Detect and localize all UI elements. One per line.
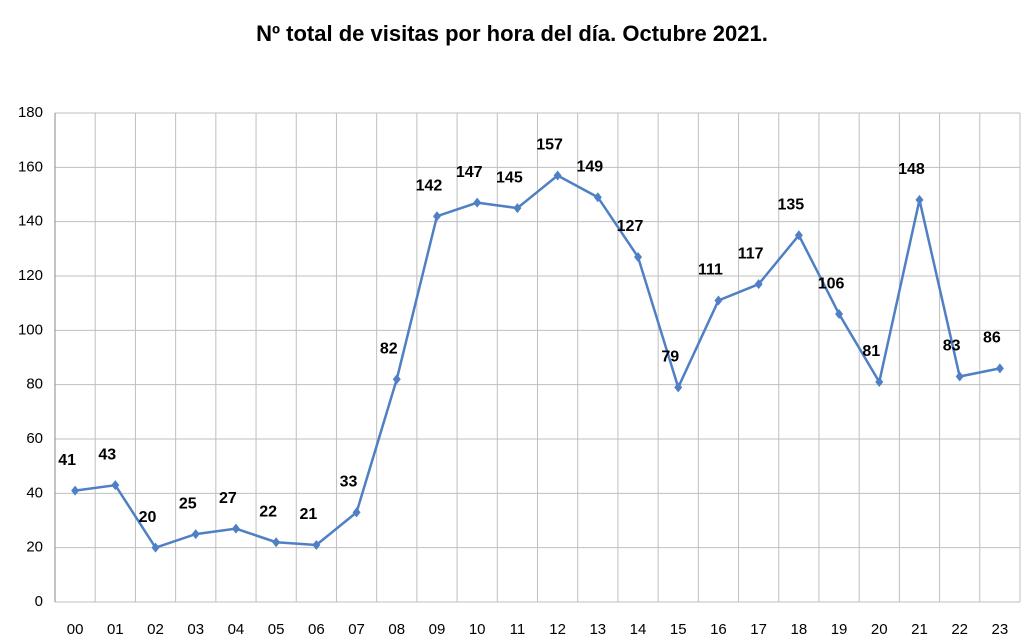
marker [111, 480, 120, 491]
chart-title: Nº total de visitas por hora del día. Oc… [256, 21, 768, 46]
data-label: 127 [617, 218, 644, 235]
data-label: 106 [818, 275, 845, 292]
x-tick-label: 23 [992, 621, 1009, 638]
y-tick-label: 160 [18, 158, 43, 175]
marker [553, 170, 562, 181]
x-tick-label: 04 [228, 621, 245, 638]
data-label: 135 [778, 196, 805, 213]
marker [352, 507, 361, 518]
marker [593, 192, 602, 203]
x-tick-label: 09 [429, 621, 446, 638]
x-tick-label: 01 [107, 621, 124, 638]
marker [955, 371, 964, 382]
data-label: 43 [98, 446, 116, 463]
data-label: 41 [58, 452, 76, 469]
data-label: 27 [219, 490, 237, 507]
data-label: 33 [340, 474, 358, 491]
x-tick-label: 07 [348, 621, 365, 638]
x-tick-label: 17 [750, 621, 767, 638]
data-label: 81 [862, 343, 880, 360]
y-tick-label: 40 [26, 484, 43, 501]
x-tick-label: 12 [549, 621, 566, 638]
y-tick-label: 180 [18, 104, 43, 121]
marker [272, 537, 281, 548]
data-label: 25 [179, 495, 197, 512]
marker [312, 539, 321, 550]
x-tick-label: 18 [791, 621, 808, 638]
x-tick-label: 19 [831, 621, 848, 638]
marker [714, 295, 723, 306]
marker [513, 203, 522, 214]
marker [634, 251, 643, 262]
marker [875, 376, 884, 387]
data-label: 79 [661, 349, 679, 366]
x-tick-label: 06 [308, 621, 325, 638]
line [74, 173, 1001, 550]
data-label: 157 [536, 137, 563, 154]
marker [151, 542, 160, 553]
x-tick-label: 02 [147, 621, 164, 638]
marker [995, 363, 1004, 374]
data-label: 83 [943, 338, 961, 355]
marker [392, 374, 401, 385]
x-tick-label: 13 [589, 621, 606, 638]
y-tick-label: 140 [18, 213, 43, 230]
x-tick-label: 21 [911, 621, 928, 638]
marker [473, 197, 482, 208]
x-tick-label: 03 [187, 621, 204, 638]
marker [191, 529, 200, 540]
data-label: 149 [576, 158, 603, 175]
data-label: 142 [416, 177, 443, 194]
y-tick-label: 80 [26, 376, 43, 393]
data-label: 82 [380, 340, 398, 357]
data-label: 86 [983, 330, 1001, 347]
data-label: 148 [898, 161, 925, 178]
data-label: 22 [259, 503, 277, 520]
x-tick-label: 05 [268, 621, 285, 638]
data-label: 21 [299, 506, 317, 523]
marker [835, 309, 844, 320]
x-tick-label: 14 [630, 621, 647, 638]
data-label: 117 [738, 245, 764, 262]
data-label: 111 [698, 262, 723, 279]
marker [915, 194, 924, 205]
data-label: 20 [139, 509, 157, 526]
x-tick-label: 15 [670, 621, 687, 638]
y-tick-label: 20 [26, 539, 43, 556]
marker [674, 382, 683, 393]
y-tick-label: 0 [35, 593, 43, 610]
x-tick-label: 20 [871, 621, 888, 638]
data-label: 145 [496, 169, 523, 186]
marker [794, 230, 803, 241]
x-tick-label: 10 [469, 621, 486, 638]
data-label: 147 [456, 164, 483, 181]
x-tick-label: 22 [951, 621, 968, 638]
y-tick-label: 60 [26, 430, 43, 447]
marker [754, 279, 763, 290]
marker [71, 485, 80, 496]
y-tick-label: 120 [18, 267, 43, 284]
marker [432, 211, 441, 222]
x-tick-label: 16 [710, 621, 727, 638]
x-tick-label: 00 [67, 621, 84, 638]
x-tick-label: 11 [510, 621, 526, 638]
marker [231, 523, 240, 534]
y-tick-label: 100 [18, 321, 43, 338]
x-tick-label: 08 [388, 621, 405, 638]
